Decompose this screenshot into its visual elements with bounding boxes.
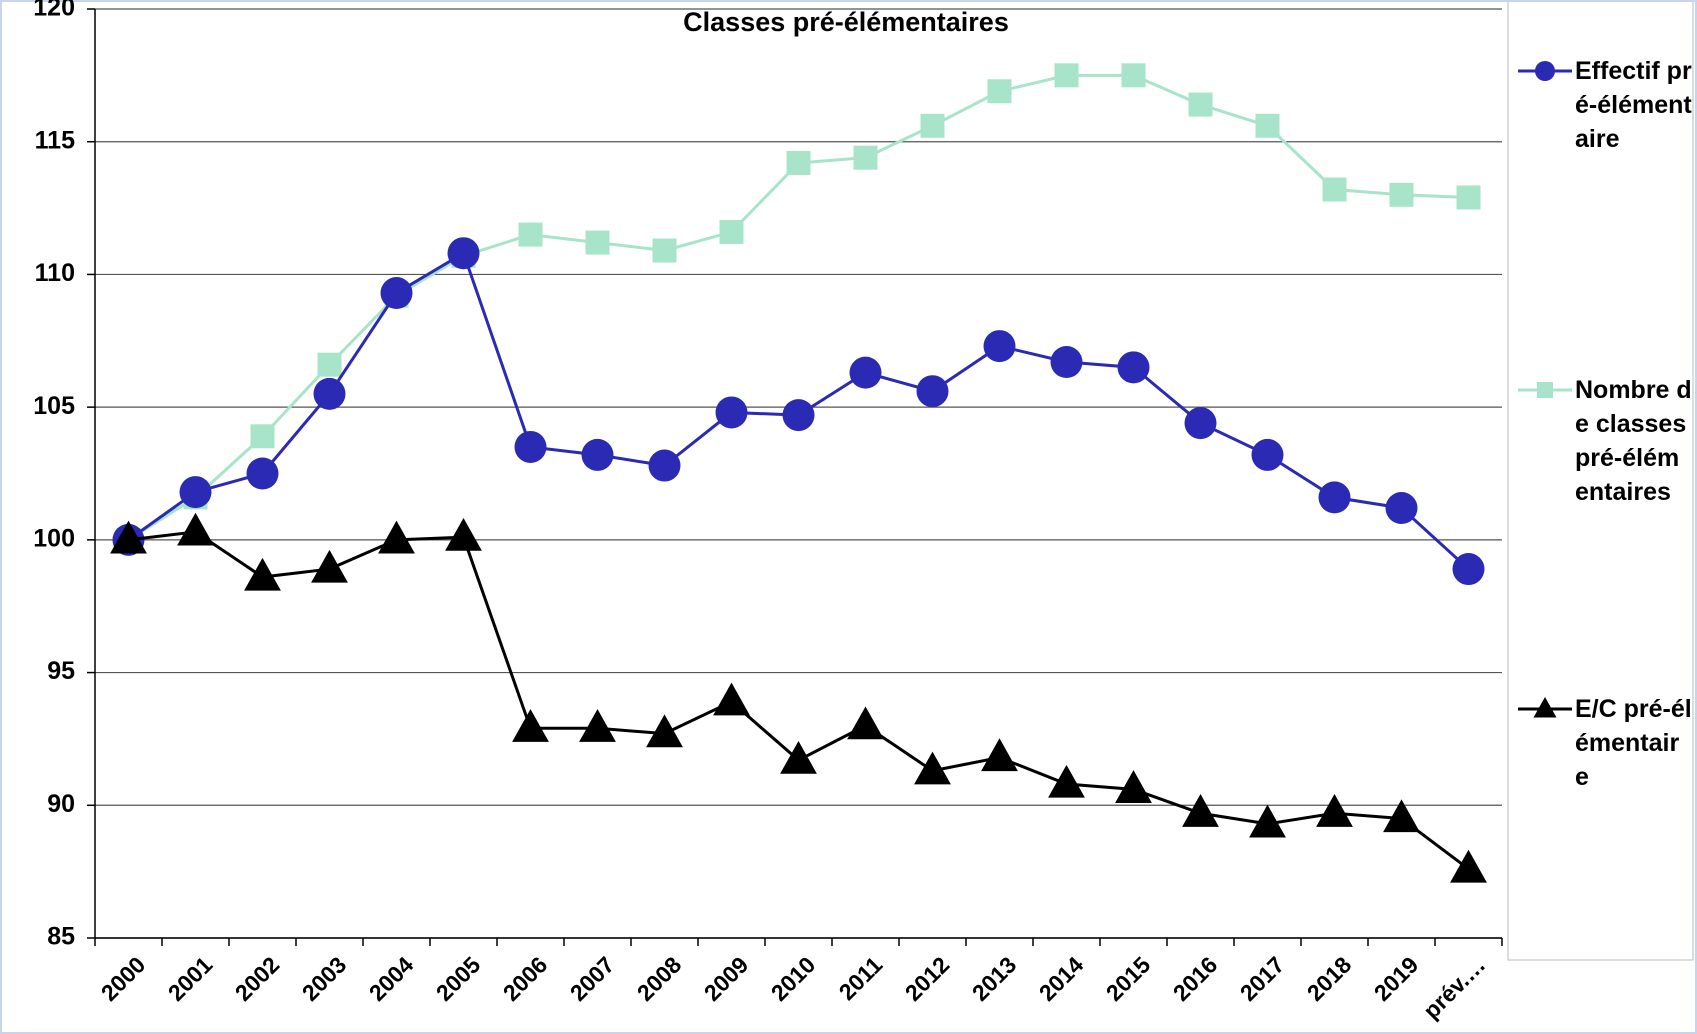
- legend-label: Effectif pré-élémentaire: [1575, 57, 1692, 153]
- marker: [1184, 407, 1217, 440]
- x-tick-label: 2006: [498, 951, 553, 1006]
- marker: [581, 438, 614, 471]
- chart-title: Classes pré-élémentaires: [683, 7, 1009, 37]
- marker: [1251, 438, 1284, 471]
- marker: [1054, 63, 1079, 88]
- x-tick-label: 2003: [297, 951, 352, 1006]
- y-tick-label: 90: [47, 790, 75, 818]
- marker: [849, 356, 882, 389]
- x-tick-label: prév.…: [1418, 951, 1490, 1023]
- x-tick-label: 2009: [699, 951, 754, 1006]
- legend-label: Nombre de classes pré-élémentaires: [1575, 376, 1692, 506]
- x-tick-label: 2010: [766, 951, 821, 1006]
- legend-marker: [1535, 61, 1555, 81]
- marker: [1050, 346, 1083, 379]
- marker: [1121, 63, 1146, 88]
- marker: [648, 449, 681, 482]
- x-tick-label: 2017: [1235, 951, 1290, 1006]
- marker: [179, 476, 212, 509]
- legend-label: E/C pré-élémentaire: [1575, 695, 1692, 791]
- x-tick-label: 2002: [230, 951, 285, 1006]
- marker: [518, 222, 543, 247]
- marker: [1450, 849, 1487, 883]
- y-tick-label: 85: [47, 923, 75, 951]
- marker: [1452, 553, 1485, 586]
- marker: [782, 399, 815, 432]
- y-tick-label: 95: [47, 657, 75, 685]
- x-tick-label: 2018: [1302, 951, 1357, 1006]
- marker: [244, 557, 281, 591]
- marker: [916, 375, 949, 408]
- marker: [1385, 492, 1418, 525]
- x-tick-label: 2019: [1369, 951, 1424, 1006]
- y-tick-label: 100: [33, 524, 75, 552]
- x-tick-label: 2000: [96, 951, 151, 1006]
- marker: [914, 751, 951, 785]
- marker: [1316, 794, 1353, 827]
- marker: [1456, 185, 1481, 210]
- marker: [512, 709, 549, 742]
- x-tick-label: 2015: [1101, 951, 1156, 1006]
- marker: [853, 145, 878, 170]
- x-tick-label: 2016: [1168, 951, 1223, 1006]
- marker: [1383, 799, 1420, 833]
- x-tick-label: 2008: [632, 951, 687, 1006]
- marker: [380, 277, 413, 310]
- marker: [847, 706, 884, 740]
- marker: [713, 682, 750, 716]
- marker: [652, 238, 677, 263]
- x-tick-label: 2013: [967, 951, 1022, 1006]
- marker: [780, 740, 817, 774]
- marker: [1249, 804, 1286, 838]
- y-tick-label: 105: [33, 392, 75, 420]
- marker: [786, 150, 811, 175]
- marker: [719, 219, 744, 244]
- marker: [445, 518, 482, 551]
- x-tick-label: 2007: [565, 951, 620, 1006]
- y-tick-label: 120: [33, 0, 75, 22]
- marker: [1048, 764, 1085, 798]
- marker: [983, 330, 1016, 363]
- y-tick-label: 110: [35, 259, 75, 287]
- x-tick-label: 2005: [431, 951, 486, 1006]
- marker: [250, 424, 275, 449]
- legend-marker: [1533, 697, 1557, 718]
- marker: [317, 352, 342, 377]
- marker: [579, 709, 616, 742]
- y-tick-label: 115: [35, 126, 75, 154]
- x-tick-label: 2014: [1034, 951, 1089, 1006]
- marker: [981, 738, 1018, 772]
- marker: [177, 512, 214, 546]
- marker: [447, 237, 480, 270]
- marker: [1322, 177, 1347, 202]
- marker: [585, 230, 610, 255]
- legend-marker: [1537, 382, 1553, 398]
- marker: [1115, 770, 1152, 803]
- marker: [110, 520, 147, 554]
- marker: [987, 79, 1012, 104]
- x-tick-label: 2001: [163, 951, 218, 1006]
- marker: [311, 549, 348, 583]
- marker: [1255, 113, 1280, 138]
- x-tick-label: 2004: [364, 951, 419, 1006]
- x-tick-label: 2011: [834, 951, 888, 1005]
- marker: [313, 377, 346, 410]
- marker: [1182, 794, 1219, 827]
- marker: [715, 396, 748, 429]
- marker: [1318, 481, 1351, 514]
- x-tick-label: 2012: [900, 951, 955, 1006]
- legend-box: [1507, 0, 1694, 961]
- marker: [514, 430, 547, 463]
- marker: [246, 457, 279, 490]
- marker: [1117, 351, 1150, 384]
- marker: [1188, 92, 1213, 117]
- marker: [378, 520, 415, 554]
- marker: [1389, 182, 1414, 207]
- marker: [646, 714, 683, 748]
- marker: [920, 113, 945, 138]
